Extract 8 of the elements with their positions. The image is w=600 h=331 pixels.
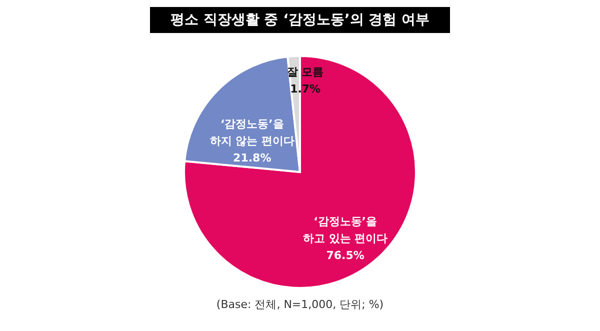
chart-title: 평소 직장생활 중 ‘감정노동’의 경험 여부 [170,12,430,28]
pie-slice [183,55,417,289]
slice-label: ‘감정노동’을 하고 있는 편이다 [302,214,388,245]
text: (Base: 전체, N=1,000, 단위; %) [216,298,384,311]
slice-label: 잘 모름 [286,65,324,78]
data-label: 21.8% [233,152,272,165]
slice-label: ‘감정노동’을 하지 않는 편이다 [210,118,294,148]
data-label: 76.5% [326,248,364,262]
